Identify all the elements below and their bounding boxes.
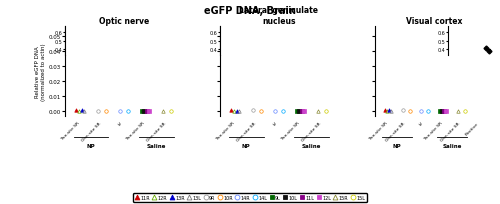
Text: Saline: Saline (302, 143, 321, 148)
Text: Two-site SR: Two-site SR (368, 121, 388, 141)
Text: One-site SR: One-site SR (146, 121, 167, 142)
Text: Positive: Positive (465, 121, 479, 135)
Text: Two-site SR: Two-site SR (214, 121, 236, 141)
Text: IV: IV (118, 121, 124, 126)
Text: One-site SR: One-site SR (440, 121, 462, 142)
Text: Saline: Saline (146, 143, 166, 148)
Legend: 11R, 12R, 13R, 13L, 9R, 10R, 14R, 14L, 9L, 10L, 11L, 12L, 15R, 15L: 11R, 12R, 13R, 13L, 9R, 10R, 14R, 14L, 9… (133, 193, 367, 202)
Title: Visual cortex: Visual cortex (406, 17, 462, 26)
Text: NP: NP (393, 143, 402, 148)
Title: Lateral geniculate
nucleus: Lateral geniculate nucleus (240, 7, 318, 26)
Text: Two-site SR: Two-site SR (60, 121, 80, 141)
Text: IV: IV (273, 121, 278, 126)
Text: One-site SR: One-site SR (302, 121, 322, 142)
Text: Two-site SR: Two-site SR (280, 121, 300, 141)
Y-axis label: Relative eGFP DNA
(normalized to actin): Relative eGFP DNA (normalized to actin) (35, 43, 46, 100)
Text: One-site SR: One-site SR (386, 121, 406, 142)
Text: eGFP DNA, Brain: eGFP DNA, Brain (204, 6, 296, 16)
Text: One-site SR: One-site SR (236, 121, 257, 142)
Text: One-site SR: One-site SR (81, 121, 102, 142)
Text: NP: NP (242, 143, 250, 148)
Text: Two-site SR: Two-site SR (422, 121, 443, 141)
Text: NP: NP (87, 143, 96, 148)
Text: Saline: Saline (442, 143, 462, 148)
Text: Two-site SR: Two-site SR (125, 121, 146, 141)
Text: IV: IV (419, 121, 424, 126)
Title: Optic nerve: Optic nerve (98, 17, 149, 26)
